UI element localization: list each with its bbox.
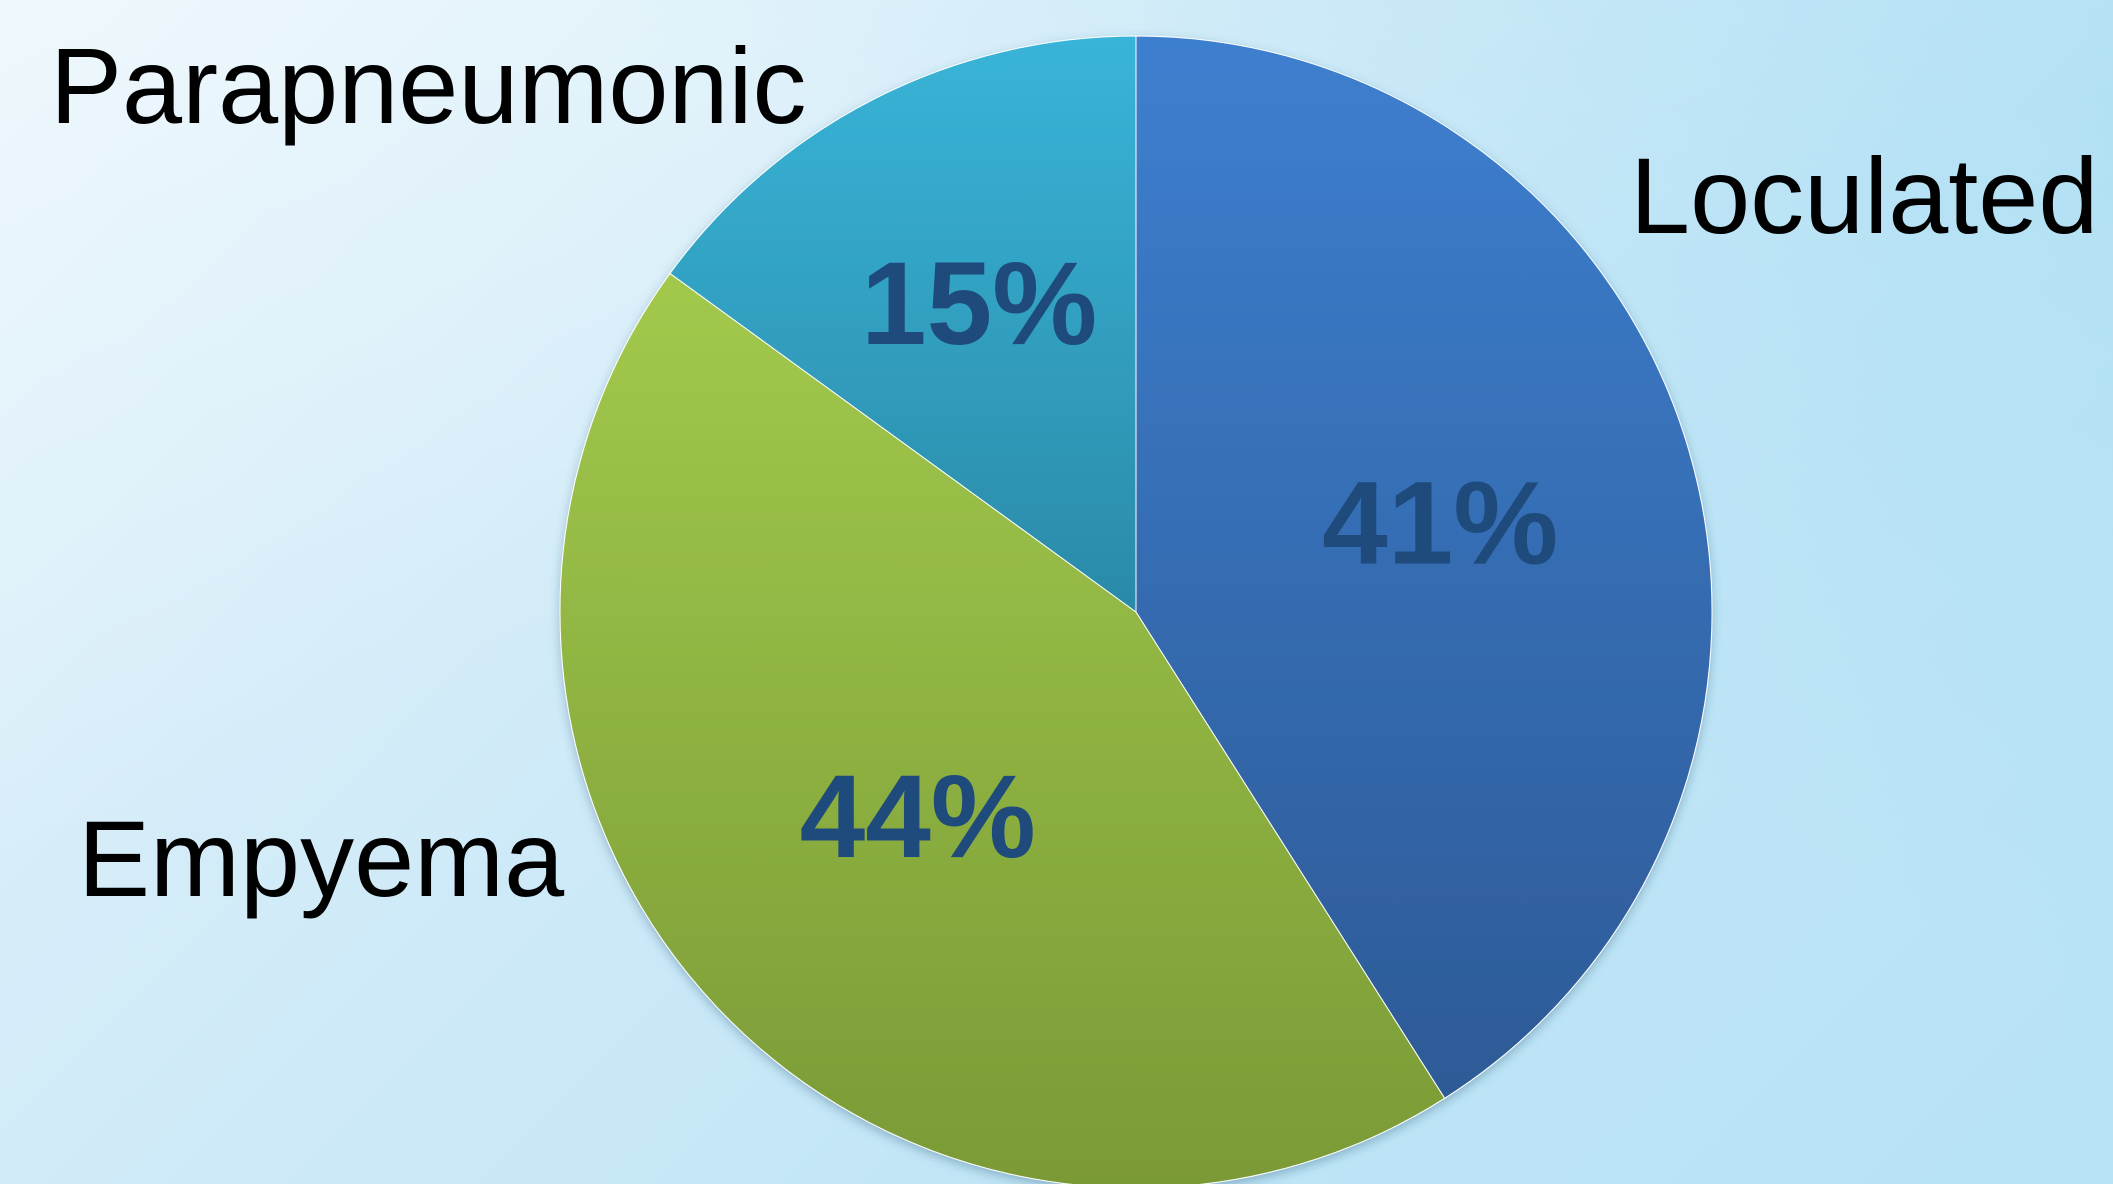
pie-value-label-loculated: 41% (1322, 458, 1558, 590)
pie-value-labels: 41% 44% 15% (800, 238, 1559, 883)
pie-value-label-empyema: 44% (800, 751, 1036, 883)
pie-category-label-parapneumonic: Parapneumonic (50, 25, 806, 146)
pie-slices (559, 35, 1713, 1184)
pie-category-labels: Loculated Empyema Parapneumonic (50, 25, 2098, 919)
pie-slice-empyema (559, 272, 1446, 1184)
pie-slice-loculated (1135, 35, 1713, 1100)
pie-value-label-parapneumonic: 15% (861, 238, 1097, 370)
pie-slice-parapneumonic (669, 35, 1137, 613)
pie-category-label-loculated: Loculated (1630, 135, 2098, 256)
pie-category-label-empyema: Empyema (78, 798, 565, 919)
